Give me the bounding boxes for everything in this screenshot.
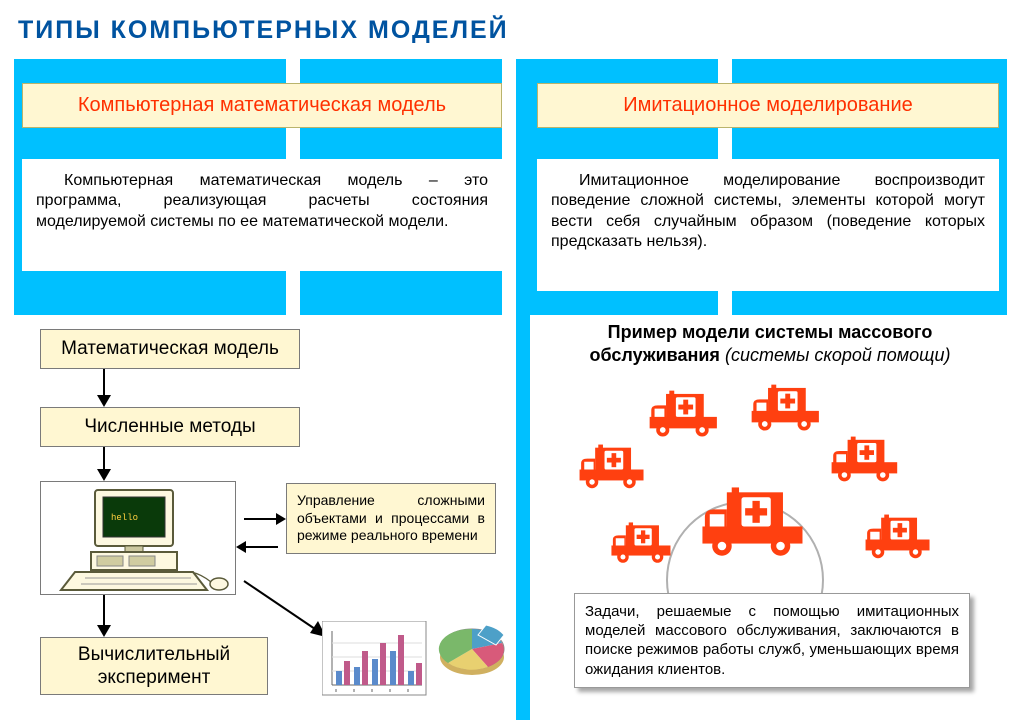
bar-chart-icon — [322, 621, 432, 705]
page-title: ТИПЫ КОМПЬЮТЕРНЫХ МОДЕЛЕЙ — [0, 0, 1021, 59]
left-desc-text: Компьютерная математическая модель – это… — [36, 172, 488, 230]
ambulance-icon-6 — [700, 485, 805, 558]
right-desc-text: Имитационное моделирование воспроизводит… — [551, 172, 985, 250]
right-panel: Пример модели системы массового обслужив… — [530, 315, 1010, 723]
flow-node-3: Вычислительный эксперимент — [40, 637, 268, 695]
arrow-1 — [92, 369, 116, 409]
left-desc: Компьютерная математическая модель – это… — [22, 159, 502, 271]
right-header: Имитационное моделирование — [537, 83, 999, 128]
ambulance-icon-0 — [610, 521, 672, 564]
right-bottom-box: Задачи, решаемые с помощью имитационных … — [574, 593, 970, 688]
ambulance-icon-1 — [578, 443, 645, 490]
ambulance-icon-4 — [830, 435, 899, 483]
ambulance-icon-2 — [648, 389, 719, 438]
svg-text:hello: hello — [111, 513, 138, 523]
right-desc: Имитационное моделирование воспроизводит… — [537, 159, 999, 291]
arrow-3 — [92, 595, 116, 639]
computer-icon: hello — [41, 482, 237, 596]
ambulance-icon-3 — [750, 383, 821, 432]
flow-node-1: Математическая модель — [40, 329, 300, 369]
arrow-bidir — [236, 507, 286, 563]
arrow-2 — [92, 447, 116, 483]
ambulance-icon-5 — [864, 513, 931, 560]
left-header: Компьютерная математическая модель — [22, 83, 502, 128]
computer-box: hello — [40, 481, 236, 595]
pie-chart-icon — [436, 617, 514, 685]
left-flow-panel: Математическая модель Численные методы h… — [12, 315, 514, 723]
flow-node-2: Численные методы — [40, 407, 300, 447]
main-canvas: Компьютерная математическая модель Компь… — [0, 59, 1021, 720]
flow-side-box: Управление сложными объектами и процесса… — [286, 483, 496, 554]
